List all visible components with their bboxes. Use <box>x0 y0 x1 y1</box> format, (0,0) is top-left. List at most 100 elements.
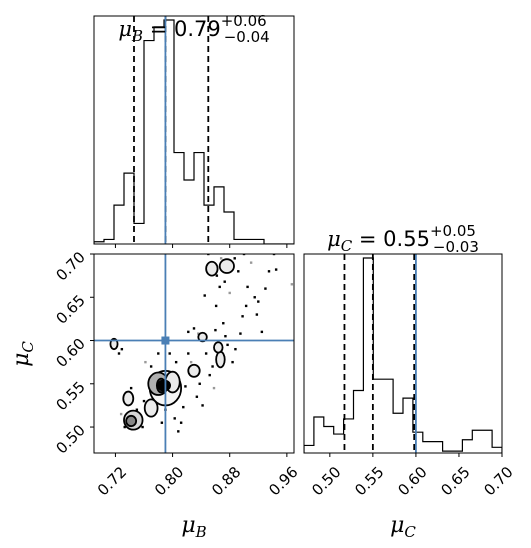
sample-point <box>291 283 293 285</box>
sample-point <box>229 292 231 294</box>
truth-marker <box>161 337 169 345</box>
sample-point <box>219 286 221 288</box>
sample-point <box>187 352 189 354</box>
panel-muC-hist: 0.50 0.55 0.60 0.65 0.70 μC = 0.55+0.05 −0.03… <box>304 222 517 541</box>
sample-point <box>275 268 277 270</box>
density-core <box>157 380 171 392</box>
sample-point <box>150 365 152 367</box>
joint-xtick-label-3: 0.96 <box>265 463 301 499</box>
axis-subscript: C <box>19 341 37 353</box>
title-lower-error: −0.03 <box>433 238 479 256</box>
sample-point <box>241 315 243 317</box>
title-symbol: μ <box>327 227 341 251</box>
title-value: = 0.79 <box>143 17 221 41</box>
density-contour <box>145 399 158 416</box>
joint-xtick-label-2: 0.88 <box>208 463 244 499</box>
joint-xtick-label-1: 0.80 <box>151 463 187 499</box>
muC-title: μC = 0.55+0.05 −0.03 <box>327 222 479 256</box>
sample-point <box>143 400 145 402</box>
sample-point <box>184 385 186 387</box>
sample-point <box>120 413 122 415</box>
sample-point <box>220 257 222 259</box>
sample-point <box>190 361 192 363</box>
density-contour <box>206 262 217 276</box>
sample-point <box>175 361 177 363</box>
axis-symbol: μ <box>181 513 195 538</box>
joint-ylabel: μC <box>9 341 37 367</box>
sample-point <box>201 404 203 406</box>
sample-point <box>213 387 215 389</box>
sample-point <box>169 352 171 354</box>
sample-point <box>204 294 206 296</box>
title-value: = 0.55 <box>352 227 430 251</box>
title-subscript: C <box>341 237 353 255</box>
sample-point <box>118 352 120 354</box>
sample-point <box>205 352 207 354</box>
joint-xticks: 0.72 0.80 0.88 0.96 <box>94 453 302 499</box>
density-contour <box>216 352 225 368</box>
sample-point <box>268 270 270 272</box>
sample-point <box>121 348 123 350</box>
joint-ytick-label-0: 0.50 <box>52 421 88 457</box>
muB-hist-marks <box>94 16 294 244</box>
sample-point <box>264 287 266 289</box>
muB-title: μB = 0.79+0.06 −0.04 <box>118 12 269 46</box>
sample-point <box>224 335 226 337</box>
axis-subscript: C <box>404 523 416 541</box>
sample-point <box>193 327 195 329</box>
sample-point <box>214 329 216 331</box>
sample-point <box>196 396 198 398</box>
sample-point <box>226 344 228 346</box>
sample-point <box>254 296 256 298</box>
joint-yticks: 0.500.550.600.650.70 <box>52 248 94 457</box>
sample-point <box>231 361 233 363</box>
density-contour <box>126 416 136 426</box>
joint-xtick-label-0: 0.72 <box>94 463 130 499</box>
muB-hist-frame <box>94 16 294 244</box>
axis-symbol: μ <box>390 513 404 538</box>
muC-xlabel: μC <box>390 513 416 541</box>
joint-xlabel: μB <box>181 513 206 541</box>
axis-symbol: μ <box>9 353 34 367</box>
sample-point <box>199 383 201 385</box>
sample-point <box>215 305 217 307</box>
joint-ytick-label-2: 0.60 <box>52 335 88 371</box>
muC-hist-xticks: 0.50 0.55 0.60 0.65 0.70 <box>308 453 517 499</box>
sample-point <box>234 257 236 259</box>
title-symbol: μ <box>118 17 132 41</box>
muC-tick-label-0: 0.50 <box>308 463 344 499</box>
sample-point <box>222 322 224 324</box>
histogram-step <box>94 20 294 244</box>
muC-tick-label-3: 0.65 <box>437 463 473 499</box>
sample-point <box>174 417 176 419</box>
density-contour <box>214 342 223 352</box>
sample-point <box>245 305 247 307</box>
joint-ytick-label-4: 0.70 <box>52 248 88 284</box>
sample-point <box>239 332 241 334</box>
muC-hist-frame <box>304 254 502 453</box>
sample-point <box>157 352 159 354</box>
panel-muB-hist: μB = 0.79+0.06 −0.04 <box>94 12 294 248</box>
density-contour <box>123 392 133 406</box>
muC-hist-marks <box>304 254 502 453</box>
sample-point <box>257 300 259 302</box>
sample-point <box>187 331 189 333</box>
sample-point <box>237 270 239 272</box>
sample-point <box>246 286 248 288</box>
sample-point <box>180 422 182 424</box>
sample-point <box>250 261 252 263</box>
axis-subscript: B <box>195 523 207 541</box>
title-subscript: B <box>131 27 143 45</box>
sample-point <box>256 313 258 315</box>
sample-point <box>141 426 143 428</box>
muB-hist-xticks <box>115 244 286 248</box>
sample-point <box>211 365 213 367</box>
sample-point <box>234 348 236 350</box>
sample-point <box>182 406 184 408</box>
sample-point <box>224 280 226 282</box>
density-contour <box>188 365 199 377</box>
sample-point <box>130 387 132 389</box>
muC-tick-label-4: 0.70 <box>480 463 516 499</box>
title-lower-error: −0.04 <box>224 28 270 46</box>
